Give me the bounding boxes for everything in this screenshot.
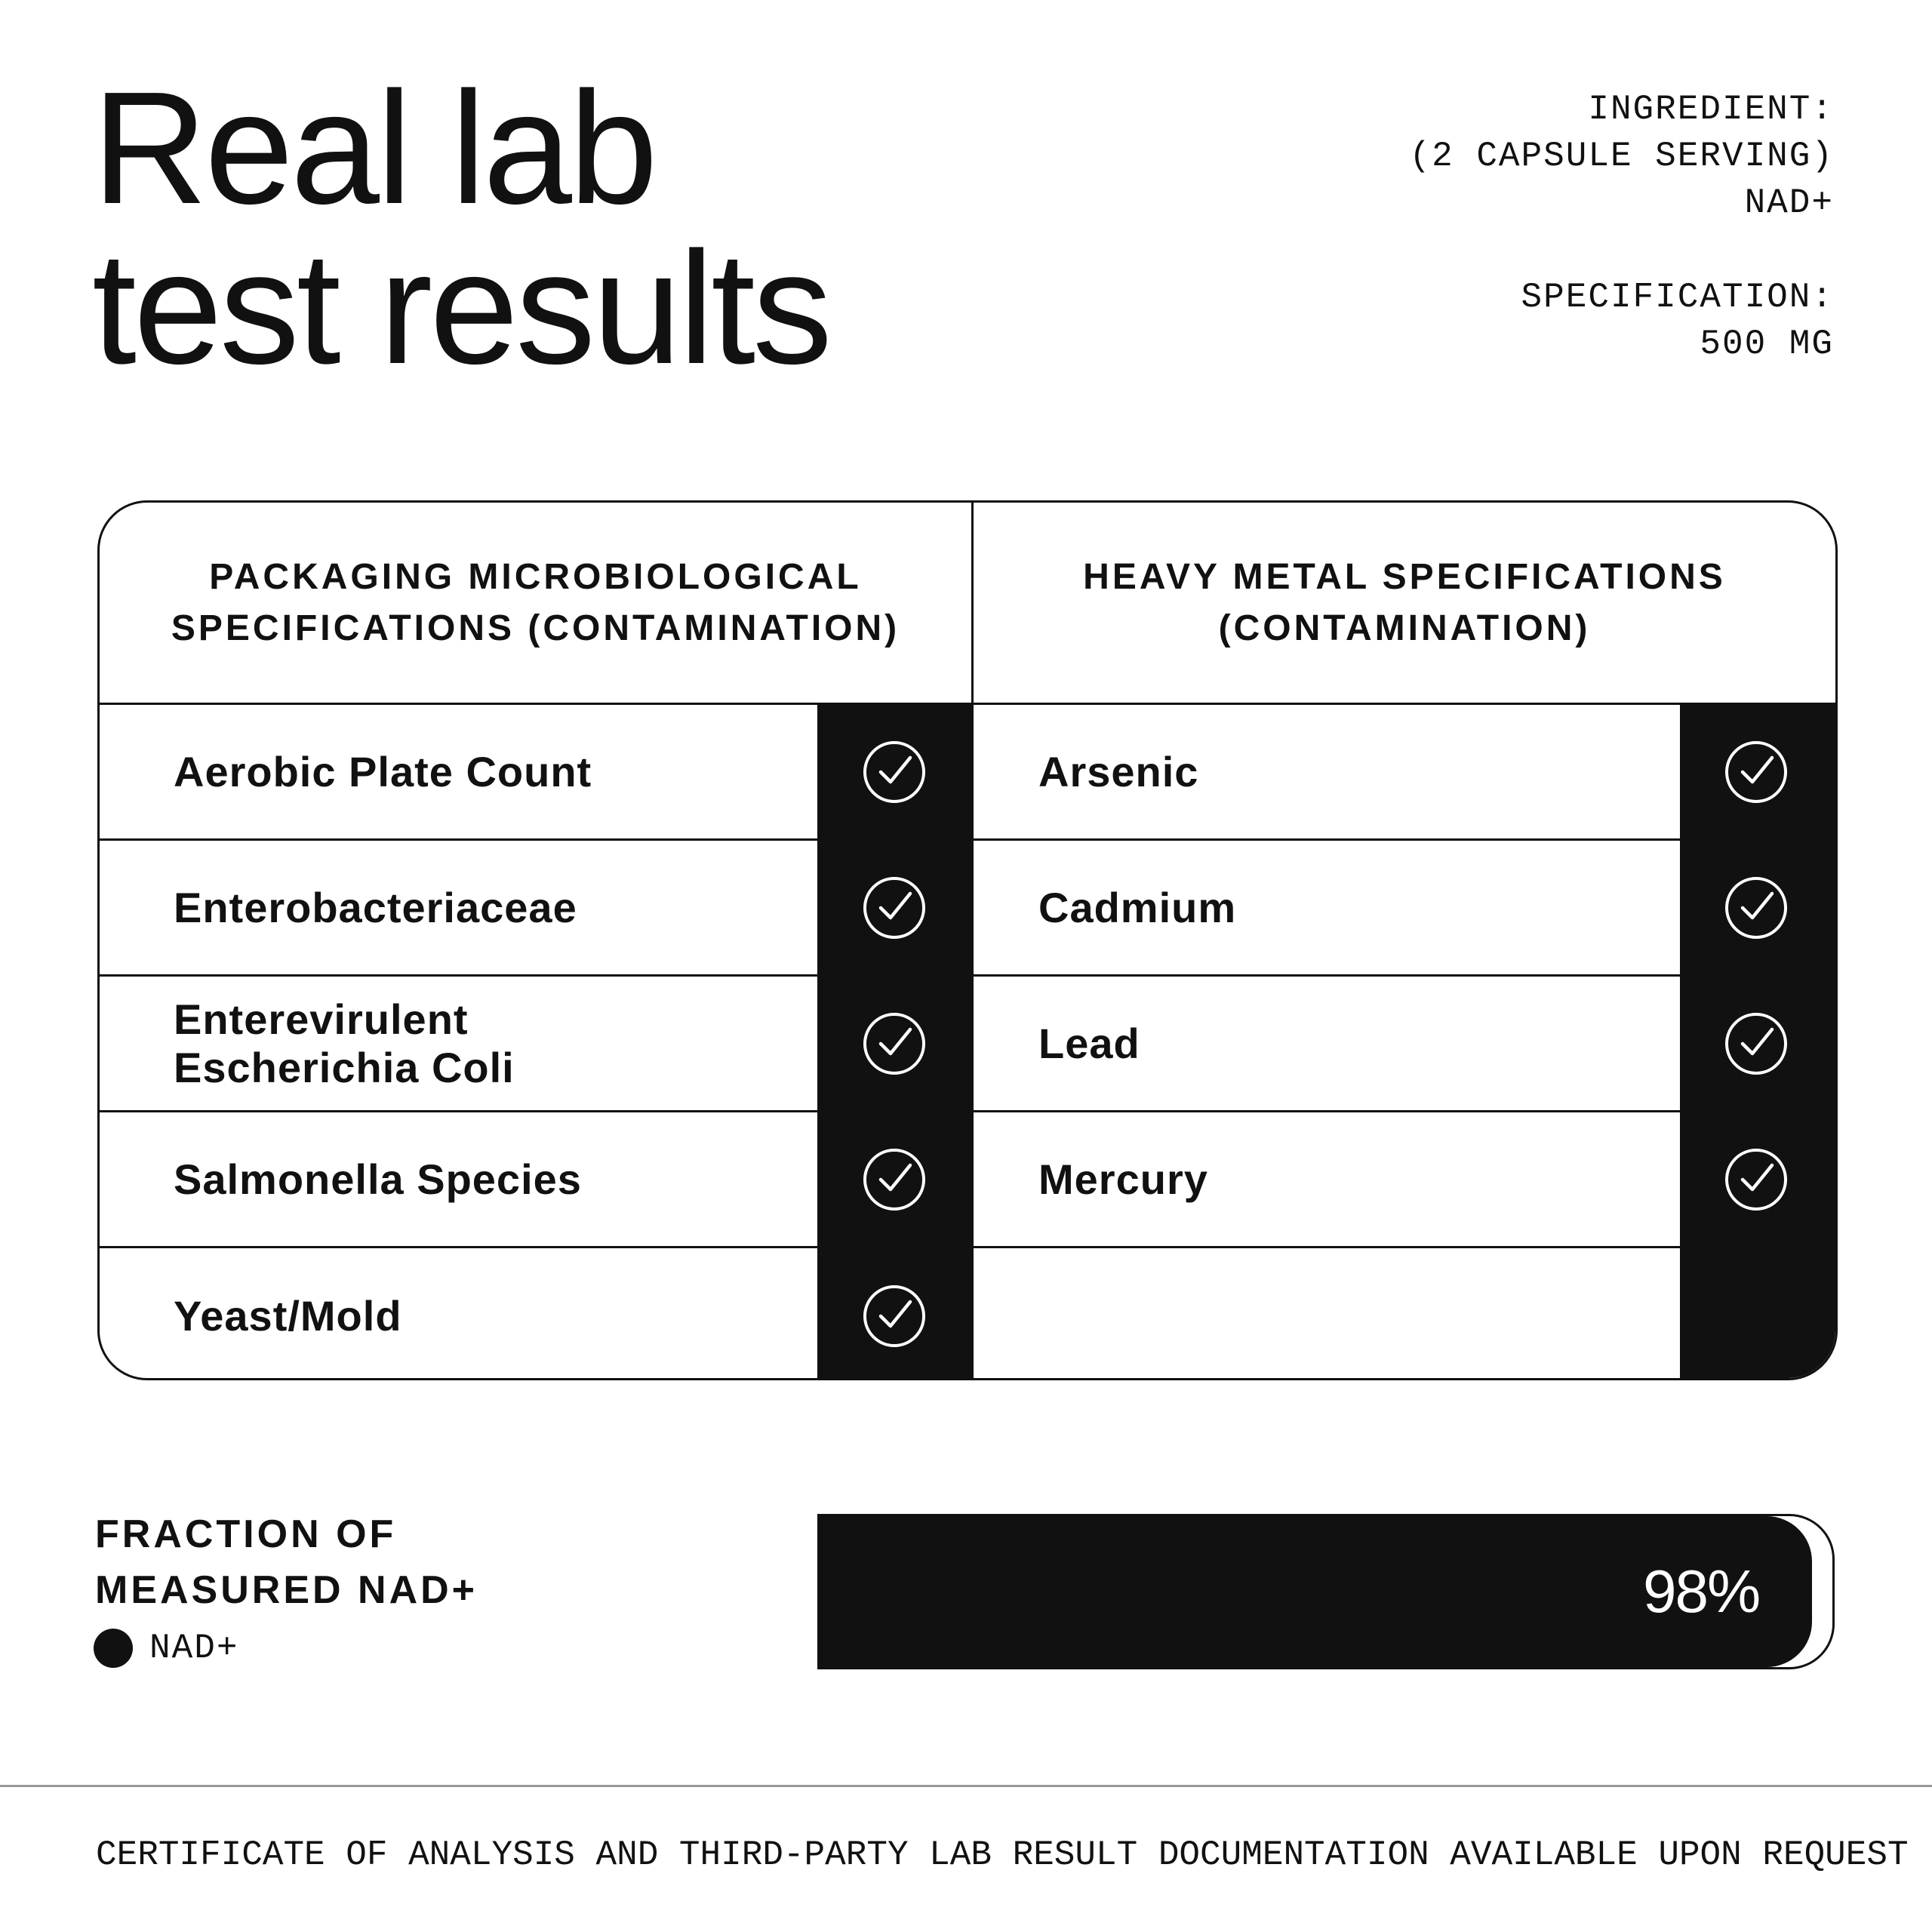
test-name: Enterevirulent Escherichia Coli: [174, 995, 515, 1091]
table-row: Arsenic: [974, 705, 1835, 841]
check-circle-icon: [862, 875, 927, 940]
specification-block: SPECIFICATION: 500 MG: [1521, 274, 1834, 368]
title-line-1: Real lab: [92, 58, 658, 237]
ingredient-value: NAD+: [1744, 183, 1834, 223]
check-circle-icon: [862, 1147, 927, 1212]
results-table: PACKAGING MICROBIOLOGICAL SPECIFICATIONS …: [97, 500, 1838, 1380]
check-circle-icon: [1724, 740, 1789, 804]
test-name: Enterobacteriaceae: [174, 883, 577, 931]
table-row: [974, 1248, 1835, 1378]
column-header: HEAVY METAL SPECIFICATIONS (CONTAMINATION…: [974, 503, 1835, 705]
check-circle-icon: [862, 1284, 927, 1349]
test-name: Salmonella Species: [174, 1155, 582, 1203]
fraction-label-line: FRACTION OF: [95, 1512, 397, 1556]
ingredient-block: INGREDIENT: (2 CAPSULE SERVING) NAD+: [1410, 86, 1835, 226]
table-row: Salmonella Species: [100, 1112, 971, 1248]
table-row: Yeast/Mold: [100, 1248, 971, 1378]
column-header: PACKAGING MICROBIOLOGICAL SPECIFICATIONS …: [100, 503, 971, 705]
legend-label: NAD+: [149, 1629, 239, 1668]
test-name: Mercury: [1038, 1155, 1208, 1203]
fraction-value: 98%: [1642, 1558, 1761, 1625]
header-line: SPECIFICATIONS (CONTAMINATION): [171, 608, 900, 648]
heavy-metal-column: HEAVY METAL SPECIFICATIONS (CONTAMINATION…: [974, 503, 1835, 1378]
table-row: Aerobic Plate Count: [100, 705, 971, 841]
divider: [0, 1785, 1932, 1787]
test-name: Arsenic: [1038, 747, 1199, 795]
table-row: Enterobacteriaceae: [100, 841, 971, 977]
table-row: Lead: [974, 977, 1835, 1112]
table-row: Mercury: [974, 1112, 1835, 1248]
table-row: Enterevirulent Escherichia Coli: [100, 977, 971, 1112]
legend-dot-icon: [94, 1629, 133, 1668]
test-name: Yeast/Mold: [174, 1292, 402, 1340]
header-line: (CONTAMINATION): [1218, 608, 1591, 648]
test-name: Aerobic Plate Count: [174, 747, 592, 795]
check-circle-icon: [862, 740, 927, 804]
status-column: [817, 703, 971, 1378]
fraction-bar-fill: 98%: [817, 1516, 1813, 1667]
header-line: PACKAGING MICROBIOLOGICAL: [209, 556, 862, 597]
test-name: Cadmium: [1038, 883, 1237, 931]
check-circle-icon: [862, 1011, 927, 1076]
microbiological-column: PACKAGING MICROBIOLOGICAL SPECIFICATIONS …: [100, 503, 974, 1378]
table-row: Cadmium: [974, 841, 1835, 977]
header-line: HEAVY METAL SPECIFICATIONS: [1083, 556, 1726, 597]
legend: NAD+: [94, 1629, 238, 1668]
page-title: Real lab test results: [92, 58, 832, 397]
status-column: [1680, 703, 1835, 1378]
check-circle-icon: [1724, 1011, 1789, 1076]
fraction-bar: 98%: [817, 1514, 1835, 1669]
fraction-label: FRACTION OF MEASURED NAD+: [95, 1506, 478, 1618]
fraction-label-line: MEASURED NAD+: [95, 1568, 478, 1612]
title-line-2: test results: [92, 218, 832, 397]
test-name: Lead: [1038, 1019, 1140, 1067]
ingredient-label: INGREDIENT:: [1588, 90, 1834, 129]
specification-label: SPECIFICATION:: [1521, 278, 1834, 317]
serving-size: (2 CAPSULE SERVING): [1409, 137, 1834, 176]
specification-value: 500 MG: [1700, 325, 1834, 364]
check-circle-icon: [1724, 875, 1789, 940]
footer-note: CERTIFICATE OF ANALYSIS AND THIRD-PARTY …: [96, 1835, 1909, 1875]
check-circle-icon: [1724, 1147, 1789, 1212]
